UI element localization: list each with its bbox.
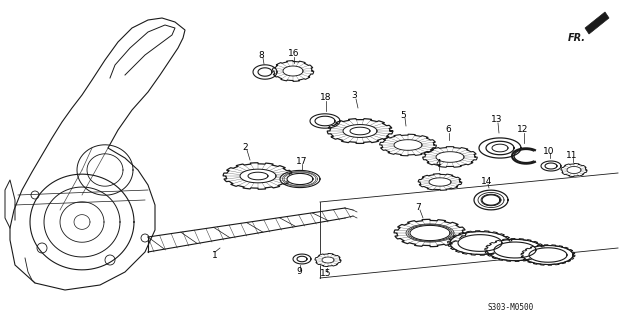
Polygon shape bbox=[240, 169, 276, 183]
Polygon shape bbox=[223, 163, 293, 189]
Polygon shape bbox=[585, 12, 609, 34]
Polygon shape bbox=[494, 242, 536, 258]
Polygon shape bbox=[458, 235, 502, 251]
Polygon shape bbox=[410, 226, 450, 241]
Text: 14: 14 bbox=[481, 177, 493, 187]
Polygon shape bbox=[394, 140, 422, 150]
Polygon shape bbox=[482, 195, 500, 205]
Polygon shape bbox=[478, 192, 504, 208]
Polygon shape bbox=[293, 254, 311, 264]
Polygon shape bbox=[258, 68, 272, 76]
Polygon shape bbox=[529, 248, 567, 262]
Polygon shape bbox=[429, 178, 451, 186]
Polygon shape bbox=[280, 170, 320, 188]
Polygon shape bbox=[545, 163, 557, 169]
Polygon shape bbox=[283, 66, 303, 76]
Polygon shape bbox=[287, 174, 313, 185]
Text: 6: 6 bbox=[445, 125, 451, 135]
Polygon shape bbox=[479, 138, 521, 158]
Polygon shape bbox=[394, 219, 466, 247]
Polygon shape bbox=[327, 119, 393, 144]
Polygon shape bbox=[474, 190, 508, 210]
Text: 17: 17 bbox=[296, 158, 308, 167]
Text: 18: 18 bbox=[320, 93, 332, 102]
Polygon shape bbox=[486, 141, 514, 155]
Text: 3: 3 bbox=[351, 92, 357, 100]
Polygon shape bbox=[322, 257, 334, 263]
Text: 15: 15 bbox=[320, 270, 332, 278]
Text: S303-M0500: S303-M0500 bbox=[487, 302, 533, 311]
Polygon shape bbox=[297, 256, 307, 262]
Polygon shape bbox=[423, 147, 477, 167]
Polygon shape bbox=[523, 246, 573, 264]
Polygon shape bbox=[481, 194, 501, 206]
Text: 13: 13 bbox=[492, 115, 503, 124]
Polygon shape bbox=[253, 65, 277, 79]
Polygon shape bbox=[248, 172, 268, 180]
Polygon shape bbox=[488, 142, 512, 154]
Text: 4: 4 bbox=[435, 159, 441, 167]
Polygon shape bbox=[436, 152, 464, 162]
Text: FR.: FR. bbox=[568, 33, 586, 43]
Text: 7: 7 bbox=[415, 204, 421, 212]
Text: 1: 1 bbox=[212, 250, 218, 259]
Polygon shape bbox=[343, 124, 377, 137]
Polygon shape bbox=[541, 161, 561, 171]
Polygon shape bbox=[492, 144, 508, 152]
Text: 2: 2 bbox=[242, 144, 248, 152]
Polygon shape bbox=[487, 239, 543, 261]
Text: 16: 16 bbox=[288, 49, 300, 58]
Text: 12: 12 bbox=[517, 125, 529, 135]
Polygon shape bbox=[450, 232, 510, 254]
Polygon shape bbox=[315, 254, 341, 267]
Text: 8: 8 bbox=[258, 51, 264, 61]
Polygon shape bbox=[310, 114, 340, 128]
Polygon shape bbox=[561, 163, 587, 176]
Polygon shape bbox=[350, 127, 370, 135]
Polygon shape bbox=[380, 134, 436, 156]
Polygon shape bbox=[418, 174, 462, 190]
Polygon shape bbox=[272, 61, 314, 81]
Text: 11: 11 bbox=[566, 151, 578, 160]
Polygon shape bbox=[567, 167, 581, 174]
Text: 5: 5 bbox=[400, 110, 406, 120]
Text: 9: 9 bbox=[296, 268, 302, 277]
Polygon shape bbox=[315, 116, 335, 126]
Text: 10: 10 bbox=[543, 146, 555, 155]
